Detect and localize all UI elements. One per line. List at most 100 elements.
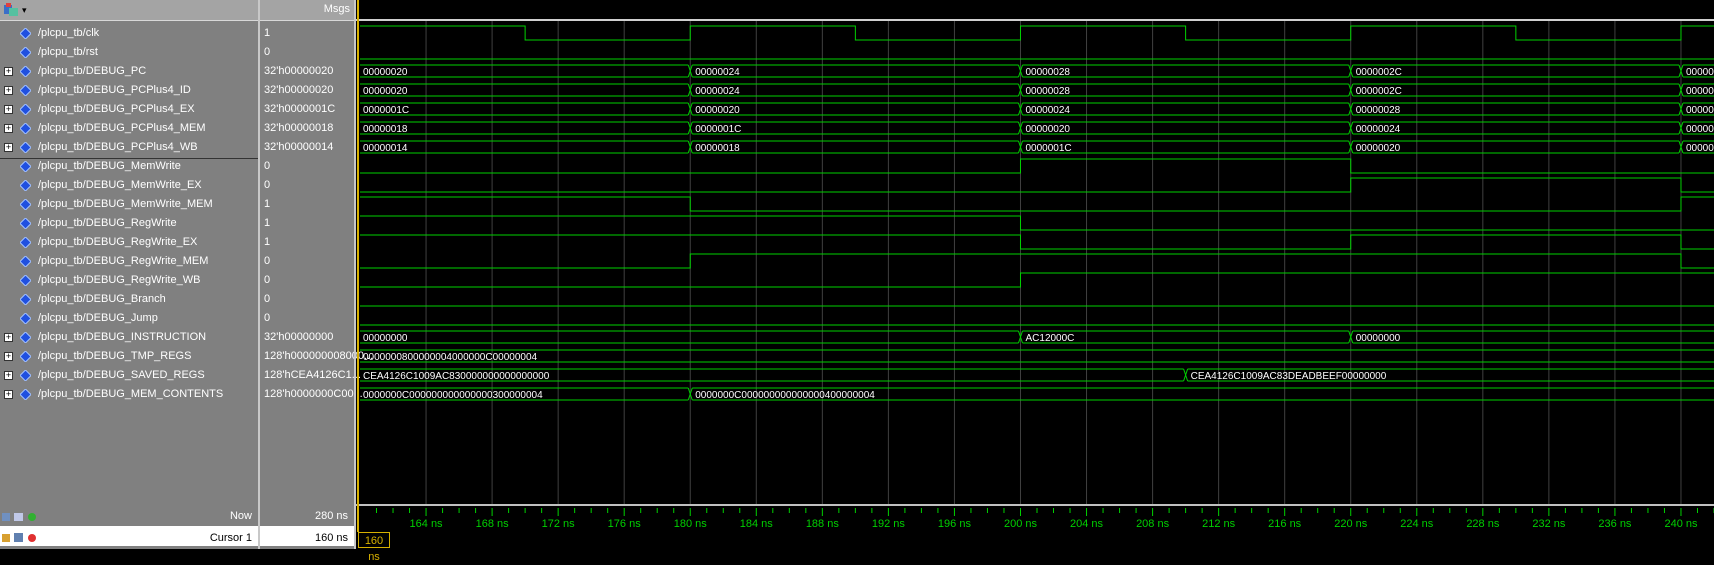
bus-value: 00000024 bbox=[695, 67, 740, 78]
signal-value-row[interactable]: 128'h000000008000... bbox=[260, 347, 373, 366]
signal-row[interactable]: /plcpu_tb/DEBUG_Branch bbox=[0, 290, 258, 309]
signal-row[interactable]: /plcpu_tb/DEBUG_RegWrite_WB bbox=[0, 271, 258, 290]
values-header: Msgs bbox=[260, 0, 354, 21]
signal-value: 128'h000000008000... bbox=[264, 350, 374, 362]
wave-trace bbox=[360, 177, 1714, 193]
signal-value-row[interactable]: 128'h0000000C00... bbox=[260, 385, 363, 404]
signal-value-row[interactable]: 0 bbox=[260, 309, 354, 328]
now-label: Now bbox=[229, 510, 252, 522]
signal-value-row[interactable]: 0 bbox=[260, 176, 354, 195]
now-value: 280 ns bbox=[314, 510, 348, 522]
signal-diamond-icon bbox=[20, 47, 31, 58]
signal-row[interactable]: + /plcpu_tb/DEBUG_PCPlus4_WB bbox=[0, 138, 258, 157]
group-divider bbox=[0, 158, 356, 159]
signal-value-row[interactable]: 0 bbox=[260, 271, 354, 290]
signal-value-row[interactable]: 1 bbox=[260, 24, 354, 43]
signal-value-row[interactable]: 1 bbox=[260, 214, 354, 233]
signal-row[interactable]: /plcpu_tb/DEBUG_RegWrite_MEM bbox=[0, 252, 258, 271]
bus-value: 00000020 bbox=[1025, 124, 1070, 135]
signal-row[interactable]: + /plcpu_tb/DEBUG_SAVED_REGS bbox=[0, 366, 258, 385]
expand-icon[interactable]: + bbox=[4, 332, 13, 342]
signal-value-row[interactable]: 128'hCEA4126C1... bbox=[260, 366, 361, 385]
bus-value: 00000000 bbox=[363, 333, 408, 344]
expand-icon[interactable]: + bbox=[4, 351, 13, 361]
cursor-value-row[interactable]: 160 ns bbox=[260, 529, 354, 548]
signal-value-row[interactable]: 1 bbox=[260, 233, 354, 252]
signal-value-row[interactable]: 0 bbox=[260, 43, 354, 62]
signal-value-row[interactable]: 32'h00000000 bbox=[260, 328, 354, 347]
signal-value: 32'h00000000 bbox=[264, 331, 334, 343]
zoom-icon bbox=[2, 513, 10, 521]
time-tick-label: 188 ns bbox=[806, 518, 840, 530]
signal-row[interactable]: /plcpu_tb/rst bbox=[0, 43, 258, 62]
signal-row[interactable]: /plcpu_tb/DEBUG_Jump bbox=[0, 309, 258, 328]
expand-icon[interactable]: + bbox=[4, 85, 13, 95]
signal-value-row[interactable]: 32'h0000001C bbox=[260, 100, 354, 119]
expand-icon[interactable]: + bbox=[4, 389, 13, 399]
expand-icon[interactable]: + bbox=[4, 104, 13, 114]
cursor-time-tag[interactable]: 160 ns bbox=[358, 532, 390, 563]
time-tick-label: 208 ns bbox=[1136, 518, 1170, 530]
bus-value: 00000020 bbox=[695, 105, 740, 116]
signal-value-row[interactable]: 32'h00000018 bbox=[260, 119, 354, 138]
signal-row[interactable]: /plcpu_tb/DEBUG_MemWrite_MEM bbox=[0, 195, 258, 214]
signal-row[interactable]: + /plcpu_tb/DEBUG_PCPlus4_ID bbox=[0, 81, 258, 100]
bus-value: 00000000 bbox=[1356, 333, 1401, 344]
bus-transition bbox=[1018, 140, 1023, 154]
expand-icon[interactable]: + bbox=[4, 142, 13, 152]
signal-value-row[interactable]: 0 bbox=[260, 157, 354, 176]
bus-value: 00000018 bbox=[363, 124, 408, 135]
signal-value: 0 bbox=[264, 255, 271, 267]
signal-value-row[interactable]: 32'h00000014 bbox=[260, 138, 354, 157]
signal-value-row[interactable]: 32'h00000020 bbox=[260, 62, 354, 81]
signal-diamond-icon bbox=[20, 294, 31, 305]
cursor-value-row-bg bbox=[260, 526, 354, 546]
signal-row[interactable]: /plcpu_tb/clk bbox=[0, 24, 258, 43]
wave-trace bbox=[360, 234, 1714, 250]
values-waves-splitter[interactable] bbox=[354, 0, 356, 549]
time-axis-bg bbox=[356, 505, 1714, 549]
cursor-label-row[interactable]: Cursor 1 bbox=[0, 529, 258, 548]
bus-value: 0000001C bbox=[695, 124, 741, 135]
signal-value-row[interactable]: 0 bbox=[260, 290, 354, 309]
signal-row[interactable]: + /plcpu_tb/DEBUG_INSTRUCTION bbox=[0, 328, 258, 347]
signal-name: /plcpu_tb/DEBUG_PCPlus4_ID bbox=[38, 84, 191, 96]
signal-row[interactable]: + /plcpu_tb/DEBUG_MEM_CONTENTS bbox=[0, 385, 258, 404]
waveform-pane[interactable]: 00000020 00000024 00000028 0000002C 00000030… bbox=[356, 0, 1714, 549]
expand-icon[interactable]: + bbox=[4, 66, 13, 76]
time-tick-label: 176 ns bbox=[608, 518, 642, 530]
signal-row[interactable]: + /plcpu_tb/DEBUG_PCPlus4_MEM bbox=[0, 119, 258, 138]
signal-diamond-icon bbox=[20, 351, 31, 362]
signal-row[interactable]: + /plcpu_tb/DEBUG_PC bbox=[0, 62, 258, 81]
signal-row[interactable]: /plcpu_tb/DEBUG_RegWrite_EX bbox=[0, 233, 258, 252]
names-header: ▾ bbox=[0, 0, 258, 21]
signal-value-row[interactable]: 32'h00000020 bbox=[260, 81, 354, 100]
bus-value: 00000014 bbox=[363, 143, 408, 154]
signal-row[interactable]: /plcpu_tb/DEBUG_MemWrite_EX bbox=[0, 176, 258, 195]
signal-diamond-icon bbox=[20, 218, 31, 229]
signal-diamond-icon bbox=[20, 85, 31, 96]
bus-value: 00000020 bbox=[1356, 143, 1401, 154]
bus-value: 0000000C000000000000000300000004 bbox=[363, 390, 543, 401]
bus-value: 0000000800000004000000C00000004 bbox=[363, 352, 538, 363]
expand-icon[interactable]: + bbox=[4, 123, 13, 133]
signal-value-row[interactable]: 0 bbox=[260, 252, 354, 271]
signal-value: 1 bbox=[264, 217, 271, 229]
names-values-splitter[interactable] bbox=[258, 0, 260, 549]
signal-row[interactable]: /plcpu_tb/DEBUG_RegWrite bbox=[0, 214, 258, 233]
time-tick-label: 224 ns bbox=[1400, 518, 1434, 530]
waveform-canvas[interactable]: 00000020 00000024 00000028 0000002C 00000030… bbox=[356, 0, 1714, 549]
expand-icon[interactable]: + bbox=[4, 370, 13, 380]
wave-trace bbox=[360, 196, 1714, 212]
signal-row[interactable]: /plcpu_tb/DEBUG_MemWrite bbox=[0, 157, 258, 176]
signal-value-row[interactable]: 1 bbox=[260, 195, 354, 214]
signal-row[interactable]: + /plcpu_tb/DEBUG_PCPlus4_EX bbox=[0, 100, 258, 119]
wave-toolbar-icon[interactable] bbox=[3, 3, 21, 17]
signal-row[interactable]: + /plcpu_tb/DEBUG_TMP_REGS bbox=[0, 347, 258, 366]
bus-transition bbox=[687, 83, 693, 97]
signal-name: /plcpu_tb/DEBUG_PCPlus4_EX bbox=[38, 103, 195, 115]
time-tick-label: 228 ns bbox=[1466, 518, 1500, 530]
now-value-row: 280 ns bbox=[260, 507, 354, 526]
add-cursor-icon bbox=[28, 513, 36, 521]
toolbar-dropdown-icon[interactable]: ▾ bbox=[22, 5, 27, 15]
